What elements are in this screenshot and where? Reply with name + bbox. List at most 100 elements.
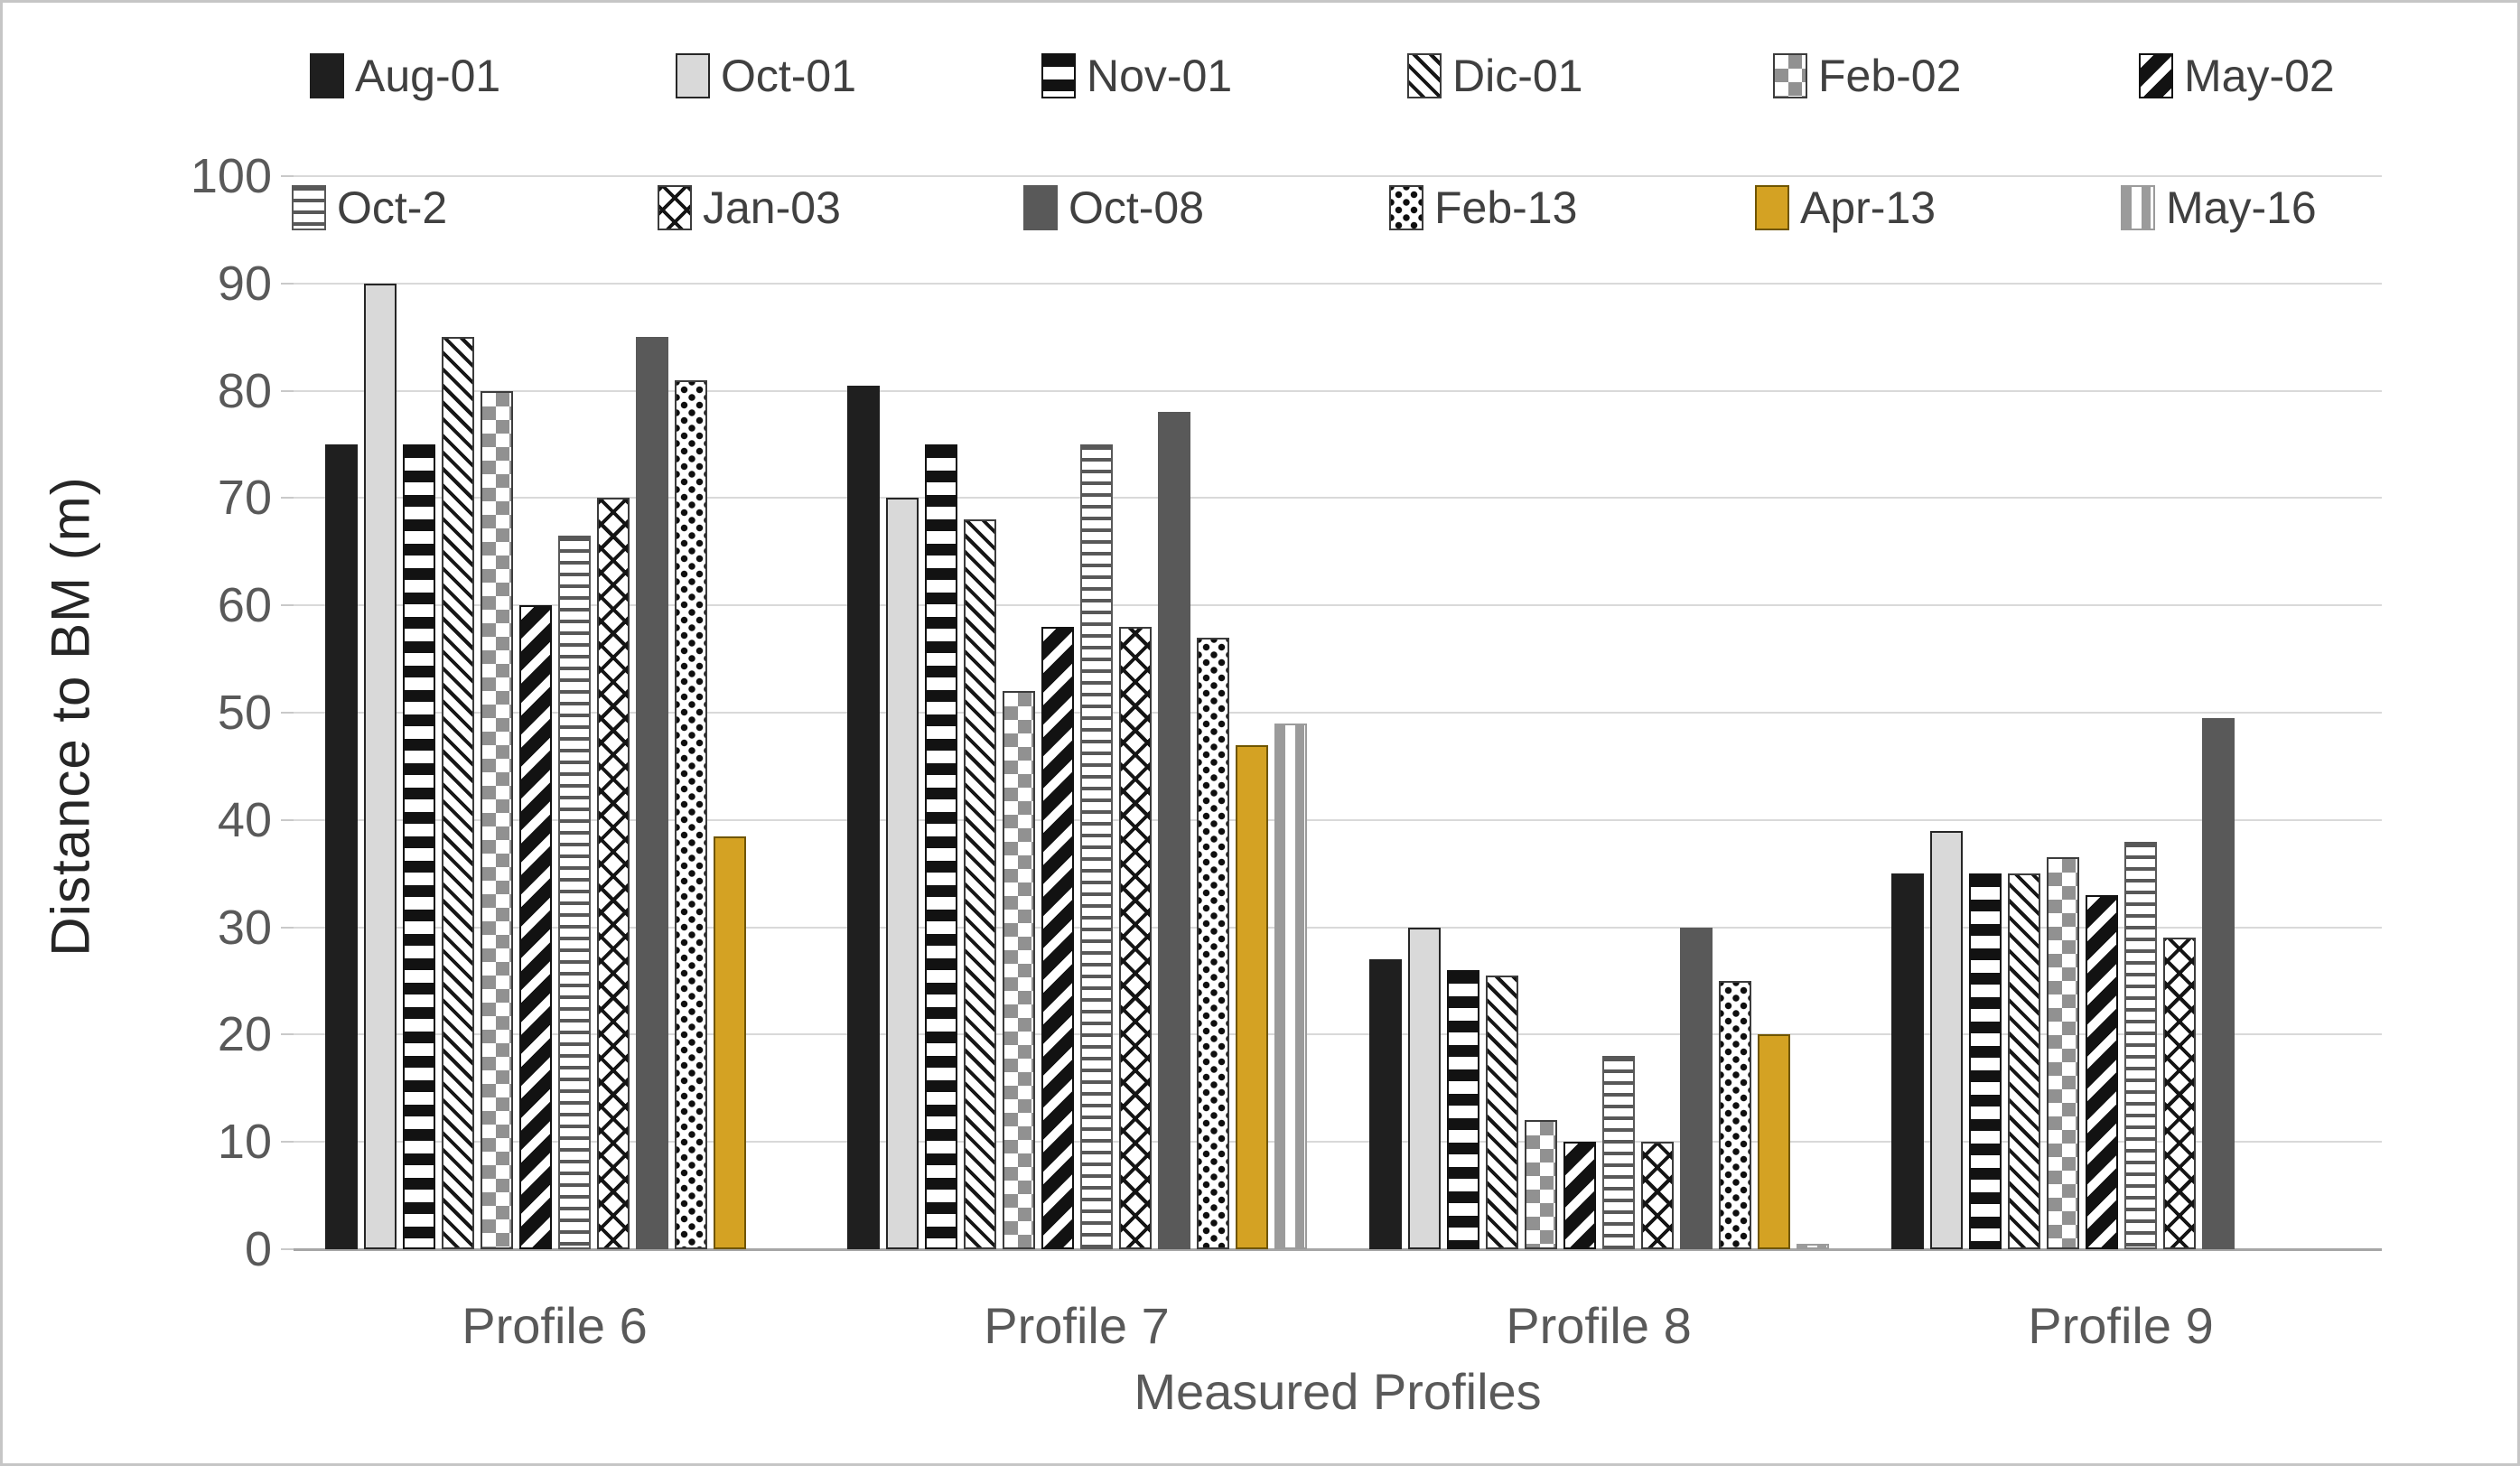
- legend-label-may-02: May-02: [2184, 51, 2335, 101]
- y-tick-mark-30: [281, 926, 294, 929]
- legend-label-oct-01: Oct-01: [721, 51, 857, 101]
- bar-profile-6-dic-01: [441, 337, 474, 1249]
- y-tick-mark-80: [281, 389, 294, 392]
- gridline-100: [294, 175, 2382, 177]
- y-tick-label-90: 90: [217, 256, 272, 311]
- bar-group-profile-8: [1338, 176, 1860, 1249]
- y-tick-mark-70: [281, 497, 294, 500]
- category-label-profile-8: Profile 8: [1506, 1297, 1692, 1354]
- category-label-profile-6: Profile 6: [462, 1297, 648, 1354]
- bar-profile-6-feb-13: [674, 379, 707, 1249]
- bar-group-profile-9: [1860, 176, 2382, 1249]
- y-tick-mark-10: [281, 1141, 294, 1144]
- gridline-60: [294, 604, 2382, 607]
- legend-swatch-nov-01-icon: [1041, 53, 1076, 98]
- bar-profile-7-may-02: [1041, 626, 1074, 1249]
- gridline-50: [294, 712, 2382, 714]
- bar-profile-8-jan-03: [1640, 1142, 1674, 1249]
- x-axis-title: Measured Profiles: [1134, 1363, 1542, 1420]
- bar-profile-6-feb-02: [480, 390, 513, 1249]
- gridline-20: [294, 1033, 2382, 1036]
- bar-profile-7-oct-01: [885, 498, 919, 1249]
- legend-item-feb-13: Feb-13: [1389, 182, 1755, 234]
- legend-swatch-may-16-icon: [2121, 185, 2155, 230]
- bar-profile-7-nov-01: [924, 444, 957, 1249]
- y-tick-mark-60: [281, 604, 294, 607]
- legend-row-1: Aug-01 Oct-01 Nov-01 Dic-01 Feb-02 May-02: [310, 50, 2505, 102]
- bar-group-profile-6: [294, 176, 816, 1249]
- legend-label-dic-01: Dic-01: [1452, 51, 1583, 101]
- bar-profile-8-oct-2: [1601, 1056, 1635, 1249]
- bar-profile-6-jan-03: [596, 498, 630, 1249]
- legend-label-feb-02: Feb-02: [1818, 51, 1962, 101]
- legend-item-may-02: May-02: [2139, 50, 2505, 102]
- y-tick-label-40: 40: [217, 792, 272, 847]
- legend-item-oct-08: Oct-08: [1023, 182, 1389, 234]
- bar-profile-6-oct-08: [635, 337, 668, 1249]
- bar-group-profile-7: [816, 176, 1338, 1249]
- gridline-10: [294, 1141, 2382, 1144]
- bar-profile-7-feb-02: [1002, 691, 1035, 1249]
- bar-profile-7-oct-2: [1079, 444, 1113, 1249]
- gridline-30: [294, 926, 2382, 929]
- legend-item-aug-01: Aug-01: [310, 50, 676, 102]
- y-tick-mark-100: [281, 175, 294, 177]
- y-tick-label-100: 100: [190, 149, 272, 203]
- bar-profile-9-jan-03: [2162, 938, 2196, 1249]
- legend-swatch-jan-03-icon: [658, 185, 692, 230]
- category-label-profile-9: Profile 9: [2028, 1297, 2214, 1354]
- bar-profile-9-may-02: [2085, 894, 2118, 1249]
- y-tick-label-20: 20: [217, 1007, 272, 1062]
- bar-profile-6-oct-01: [363, 283, 397, 1249]
- legend-label-may-16: May-16: [2166, 182, 2317, 233]
- legend-item-feb-02: Feb-02: [1773, 50, 2139, 102]
- legend-label-nov-01: Nov-01: [1087, 51, 1233, 101]
- bar-profile-7-may-16: [1274, 723, 1307, 1249]
- legend-label-jan-03: Jan-03: [703, 182, 841, 233]
- y-tick-mark-0: [281, 1248, 294, 1250]
- bar-profile-7-oct-08: [1157, 412, 1190, 1249]
- bar-profile-8-oct-01: [1407, 927, 1441, 1249]
- category-label-profile-7: Profile 7: [984, 1297, 1170, 1354]
- bar-profile-7-feb-13: [1196, 637, 1229, 1249]
- legend-swatch-oct-2-icon: [292, 185, 326, 230]
- bar-profile-8-may-02: [1563, 1142, 1596, 1249]
- legend-item-may-16: May-16: [2121, 182, 2487, 234]
- bar-profile-7-jan-03: [1118, 626, 1152, 1249]
- bar-profile-6-oct-2: [557, 535, 591, 1249]
- bar-profile-6-may-02: [518, 605, 552, 1249]
- bar-profile-9-aug-01: [1890, 873, 1924, 1249]
- legend-swatch-may-02-icon: [2139, 53, 2173, 98]
- plot-area: [281, 175, 2382, 1251]
- y-tick-label-10: 10: [217, 1115, 272, 1170]
- legend-item-nov-01: Nov-01: [1041, 50, 1407, 102]
- legend-label-oct-2: Oct-2: [337, 182, 448, 233]
- legend-item-oct-01: Oct-01: [676, 50, 1041, 102]
- legend-swatch-oct-08-icon: [1023, 185, 1058, 230]
- legend-swatch-feb-02-icon: [1773, 53, 1807, 98]
- bar-profile-8-feb-02: [1524, 1120, 1557, 1249]
- legend-label-aug-01: Aug-01: [355, 51, 501, 101]
- bar-profile-8-feb-13: [1718, 981, 1751, 1249]
- y-tick-mark-90: [281, 282, 294, 285]
- legend-label-apr-13: Apr-13: [1800, 182, 1937, 233]
- bar-profile-8-nov-01: [1446, 970, 1479, 1249]
- bar-profile-8-dic-01: [1485, 976, 1518, 1249]
- y-tick-label-50: 50: [217, 686, 272, 740]
- gridline-90: [294, 282, 2382, 285]
- bar-profile-7-aug-01: [846, 385, 880, 1249]
- bar-profile-8-apr-13: [1757, 1034, 1790, 1249]
- gridline-40: [294, 818, 2382, 821]
- legend-item-apr-13: Apr-13: [1755, 182, 2121, 234]
- bar-profile-7-apr-13: [1235, 744, 1268, 1249]
- legend-swatch-feb-13-icon: [1389, 185, 1423, 230]
- gridline-80: [294, 389, 2382, 392]
- bar-profile-9-feb-02: [2046, 857, 2079, 1249]
- bar-profile-7-dic-01: [963, 519, 996, 1249]
- legend-swatch-aug-01-icon: [310, 53, 344, 98]
- y-tick-label-80: 80: [217, 363, 272, 418]
- bar-profile-9-oct-01: [1929, 830, 1963, 1249]
- bar-profile-9-dic-01: [2007, 873, 2040, 1249]
- bar-profile-8-may-16: [1796, 1244, 1829, 1249]
